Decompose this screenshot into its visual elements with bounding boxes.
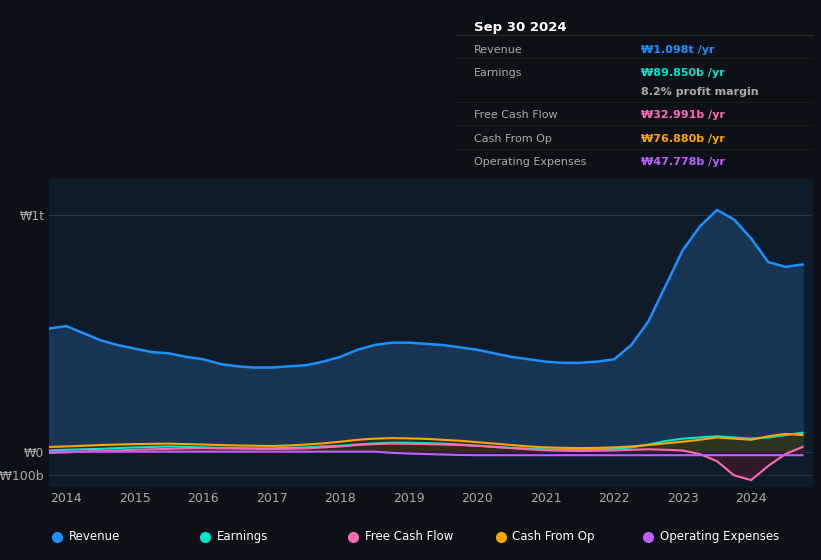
Text: Earnings: Earnings <box>217 530 268 543</box>
Text: 8.2% profit margin: 8.2% profit margin <box>641 87 759 97</box>
Text: Operating Expenses: Operating Expenses <box>474 157 586 167</box>
Text: ₩76.880b /yr: ₩76.880b /yr <box>641 134 725 144</box>
Text: ₩89.850b /yr: ₩89.850b /yr <box>641 68 725 78</box>
Text: Cash From Op: Cash From Op <box>512 530 595 543</box>
Text: Earnings: Earnings <box>474 68 522 78</box>
Text: Sep 30 2024: Sep 30 2024 <box>474 21 566 34</box>
Text: Free Cash Flow: Free Cash Flow <box>474 110 557 120</box>
Text: Operating Expenses: Operating Expenses <box>660 530 779 543</box>
Text: Free Cash Flow: Free Cash Flow <box>365 530 453 543</box>
Text: ₩47.778b /yr: ₩47.778b /yr <box>641 157 726 167</box>
Text: ₩1.098t /yr: ₩1.098t /yr <box>641 45 715 55</box>
Text: Revenue: Revenue <box>69 530 121 543</box>
Text: Revenue: Revenue <box>474 45 522 55</box>
Text: Cash From Op: Cash From Op <box>474 134 552 144</box>
Text: ₩32.991b /yr: ₩32.991b /yr <box>641 110 726 120</box>
